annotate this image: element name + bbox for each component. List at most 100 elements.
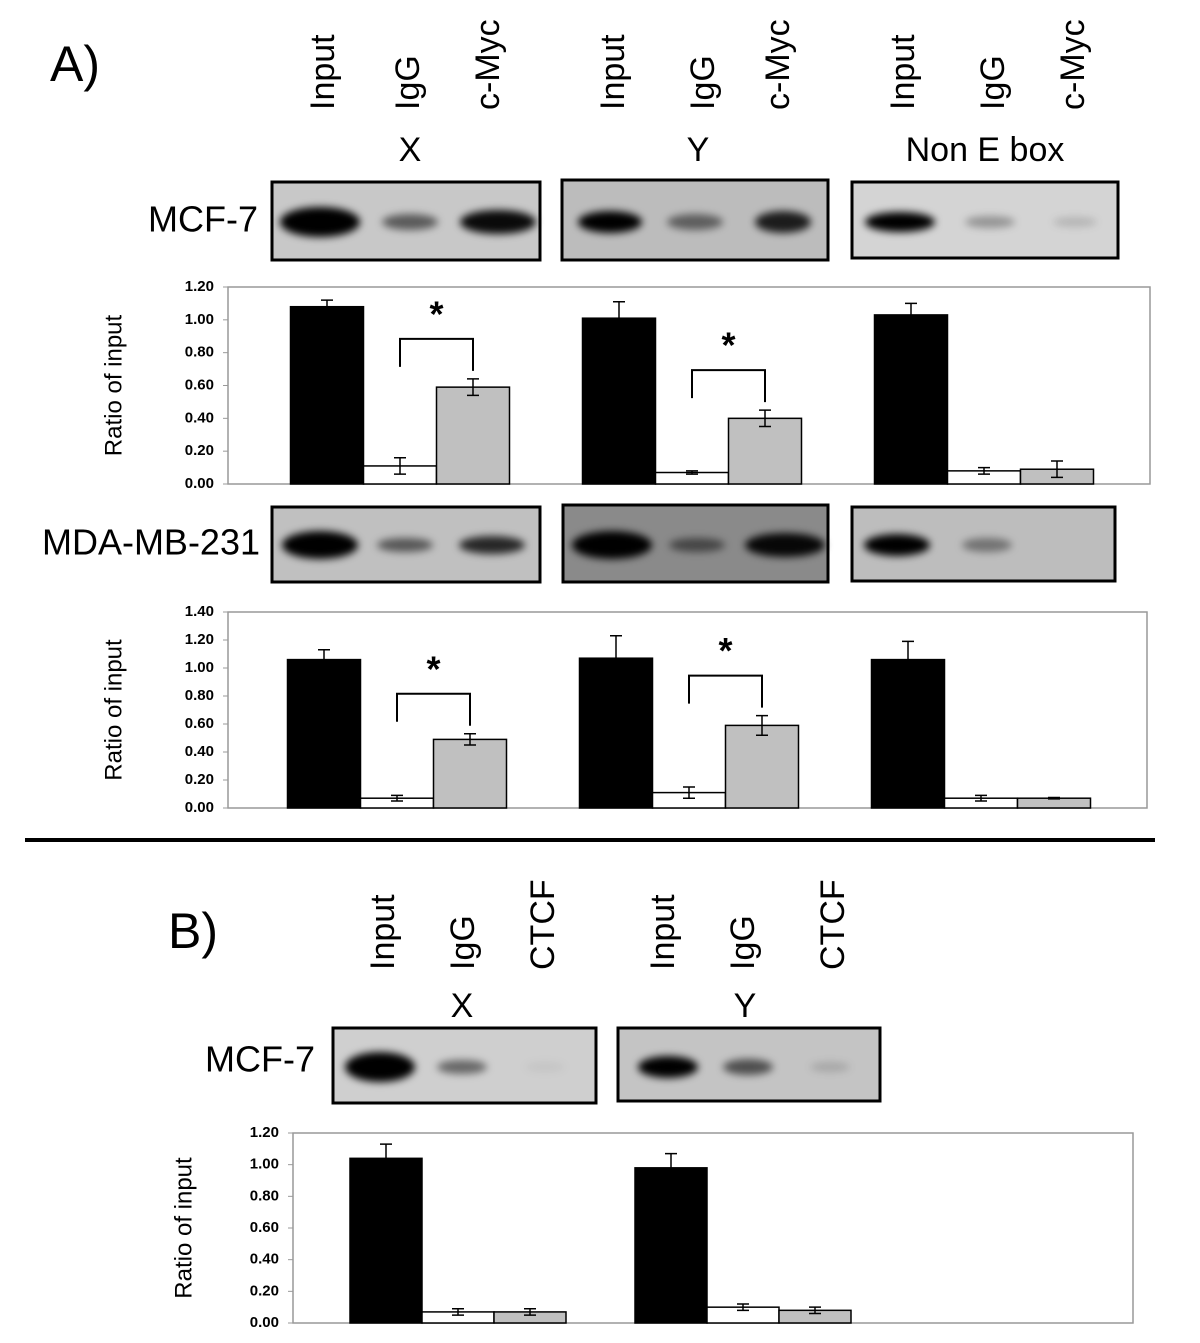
group-label: Non E box — [906, 131, 1065, 169]
error-bar — [380, 1143, 392, 1174]
error-bar — [394, 456, 406, 475]
y-tick-label: 1.20 — [250, 1124, 279, 1141]
cell-line-label: MDA-MB-231 — [42, 522, 260, 563]
error-bar — [524, 1308, 536, 1316]
significance-bracket — [691, 369, 766, 403]
error-bar — [665, 1152, 677, 1183]
group-label: X — [451, 987, 474, 1025]
lane-label: c-Myc — [759, 19, 797, 110]
error-bar — [321, 299, 333, 315]
y-tick-label: 1.20 — [185, 278, 214, 295]
y-tick-label: 1.00 — [185, 659, 214, 676]
significance-bracket — [399, 337, 474, 371]
error-bar — [391, 794, 403, 802]
error-bar — [809, 1306, 821, 1315]
significance-bracket — [688, 674, 763, 708]
bar — [873, 314, 949, 485]
error-bar — [686, 470, 698, 475]
significance-bracket — [396, 692, 471, 726]
bar — [286, 658, 362, 809]
error-bar — [610, 635, 622, 682]
y-axis-label: Ratio of input — [100, 639, 127, 781]
cell-line-label: MCF-7 — [205, 1039, 315, 1080]
y-tick-label: 0.00 — [185, 799, 214, 816]
y-tick-label: 0.20 — [250, 1282, 279, 1299]
bar — [578, 657, 654, 809]
bar — [727, 417, 803, 485]
bar — [435, 386, 511, 485]
bar — [724, 724, 800, 809]
y-tick-label: 1.20 — [185, 631, 214, 648]
significance-star: * — [426, 648, 440, 689]
lane-label: IgG — [389, 55, 427, 110]
bar — [870, 658, 946, 809]
gel — [270, 178, 1120, 262]
lane-label: IgG — [724, 915, 762, 970]
y-tick-label: 1.00 — [250, 1156, 279, 1173]
y-tick-label: 0.80 — [250, 1187, 279, 1204]
lane-label: Input — [304, 34, 342, 110]
y-tick-label: 0.40 — [185, 409, 214, 426]
error-bar — [318, 649, 330, 671]
lane-label: IgG — [974, 55, 1012, 110]
error-bar — [683, 786, 695, 799]
gel — [270, 503, 1117, 584]
panel-label: A) — [50, 36, 100, 92]
bar — [634, 1167, 708, 1324]
error-bar — [756, 714, 768, 736]
y-tick-label: 1.40 — [185, 603, 214, 620]
y-tick-label: 0.00 — [185, 475, 214, 492]
error-bar — [737, 1303, 749, 1312]
y-tick-label: 0.20 — [185, 442, 214, 459]
plot-area — [227, 286, 1151, 485]
lane-label: c-Myc — [1054, 19, 1092, 110]
error-bar — [905, 302, 917, 328]
error-bar — [975, 794, 987, 802]
significance-star: * — [429, 293, 443, 334]
y-axis-label: Ratio of input — [100, 314, 127, 456]
cell-line-label: MCF-7 — [148, 199, 258, 240]
y-axis-label: Ratio of input — [170, 1157, 197, 1299]
y-tick-label: 0.40 — [250, 1251, 279, 1268]
lane-label: IgG — [684, 55, 722, 110]
y-tick-label: 0.80 — [185, 344, 214, 361]
bar — [432, 738, 508, 809]
lane-label: CTCF — [814, 879, 852, 970]
group-label: Y — [687, 131, 710, 169]
gel — [331, 1026, 882, 1105]
lane-label: IgG — [444, 915, 482, 970]
error-bar — [978, 466, 990, 475]
error-bar — [759, 409, 771, 428]
error-bar — [1051, 460, 1063, 479]
error-bar — [902, 640, 914, 679]
panel-label: B) — [168, 903, 218, 959]
y-tick-label: 0.60 — [185, 376, 214, 393]
bar — [289, 305, 365, 485]
error-bar — [464, 733, 476, 746]
group-label: X — [399, 131, 422, 169]
error-bar — [613, 301, 625, 336]
lane-label: Input — [364, 894, 402, 970]
y-tick-label: 0.20 — [185, 771, 214, 788]
error-bar — [1048, 796, 1060, 800]
y-tick-label: 1.00 — [185, 311, 214, 328]
lane-label: Input — [884, 34, 922, 110]
y-tick-label: 0.00 — [250, 1314, 279, 1331]
significance-star: * — [721, 325, 735, 366]
lane-label: c-Myc — [469, 19, 507, 110]
y-tick-label: 0.60 — [185, 715, 214, 732]
plot-area — [227, 611, 1148, 809]
lane-label: CTCF — [524, 879, 562, 970]
bar — [349, 1157, 423, 1324]
lane-label: Input — [594, 34, 632, 110]
group-label: Y — [734, 987, 757, 1025]
significance-star: * — [718, 630, 732, 671]
y-tick-label: 0.80 — [185, 687, 214, 704]
error-bar — [452, 1308, 464, 1316]
lane-label: Input — [644, 894, 682, 970]
bar — [1016, 797, 1092, 809]
error-bar — [467, 378, 479, 397]
y-tick-label: 0.60 — [250, 1219, 279, 1236]
y-tick-label: 0.40 — [185, 743, 214, 760]
